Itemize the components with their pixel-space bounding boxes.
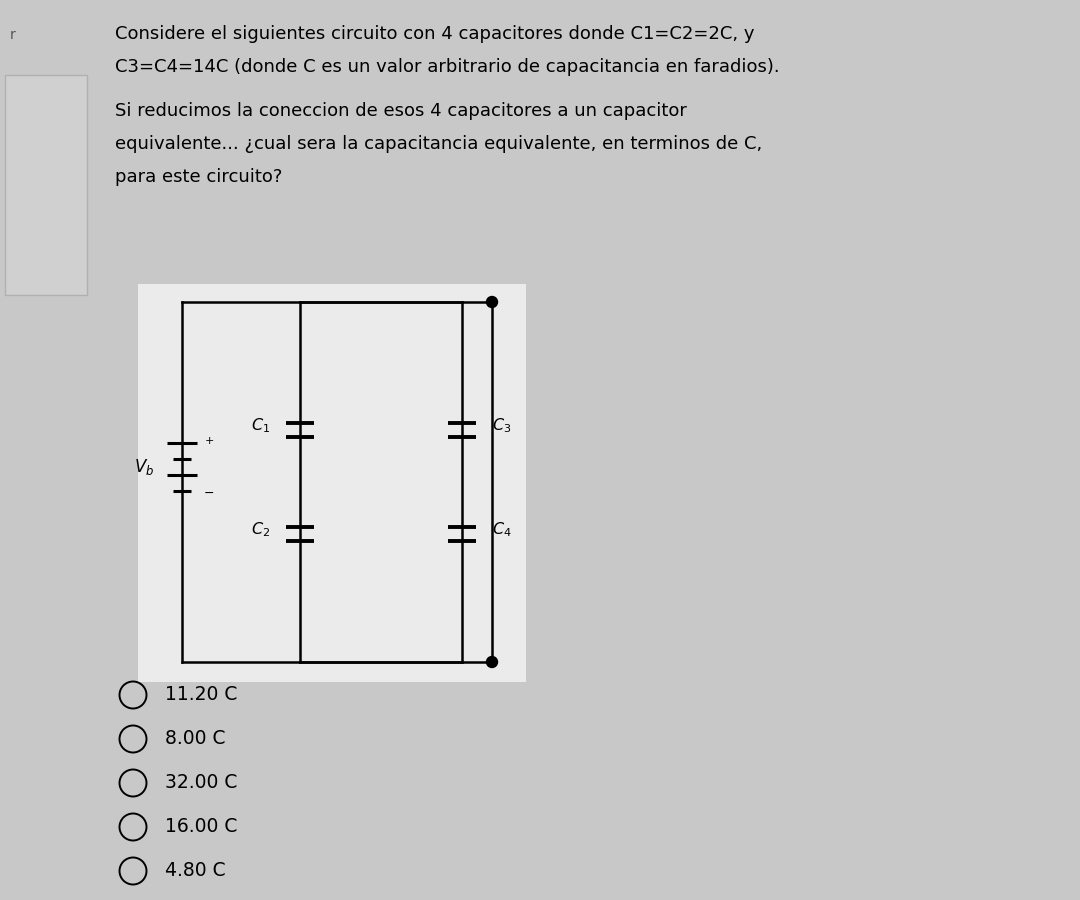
Text: −: − — [204, 487, 214, 500]
Text: 8.00 C: 8.00 C — [165, 730, 226, 749]
Text: 16.00 C: 16.00 C — [165, 817, 238, 836]
Circle shape — [486, 656, 498, 668]
Text: 32.00 C: 32.00 C — [165, 773, 238, 793]
Text: +: + — [204, 436, 214, 446]
Text: Considere el siguientes circuito con 4 capacitores donde C1=C2=2C, y: Considere el siguientes circuito con 4 c… — [114, 25, 755, 43]
Text: Si reducimos la coneccion de esos 4 capacitores a un capacitor: Si reducimos la coneccion de esos 4 capa… — [114, 102, 687, 120]
Text: C3=C4=14C (donde C es un valor arbitrario de capacitancia en faradios).: C3=C4=14C (donde C es un valor arbitrari… — [114, 58, 780, 76]
Text: $C_4$: $C_4$ — [492, 520, 512, 539]
Text: $C_1$: $C_1$ — [251, 417, 270, 436]
Text: $C_3$: $C_3$ — [492, 417, 511, 436]
Bar — [5, 75, 87, 295]
Bar — [138, 284, 526, 682]
Text: r: r — [10, 28, 16, 42]
Text: $C_2$: $C_2$ — [251, 520, 270, 539]
Text: equivalente... ¿cual sera la capacitancia equivalente, en terminos de C,: equivalente... ¿cual sera la capacitanci… — [114, 135, 762, 153]
Text: $V_b$: $V_b$ — [134, 457, 154, 477]
Text: para este circuito?: para este circuito? — [114, 168, 282, 186]
Text: 4.80 C: 4.80 C — [165, 861, 226, 880]
Circle shape — [486, 296, 498, 308]
Text: 11.20 C: 11.20 C — [165, 686, 238, 705]
